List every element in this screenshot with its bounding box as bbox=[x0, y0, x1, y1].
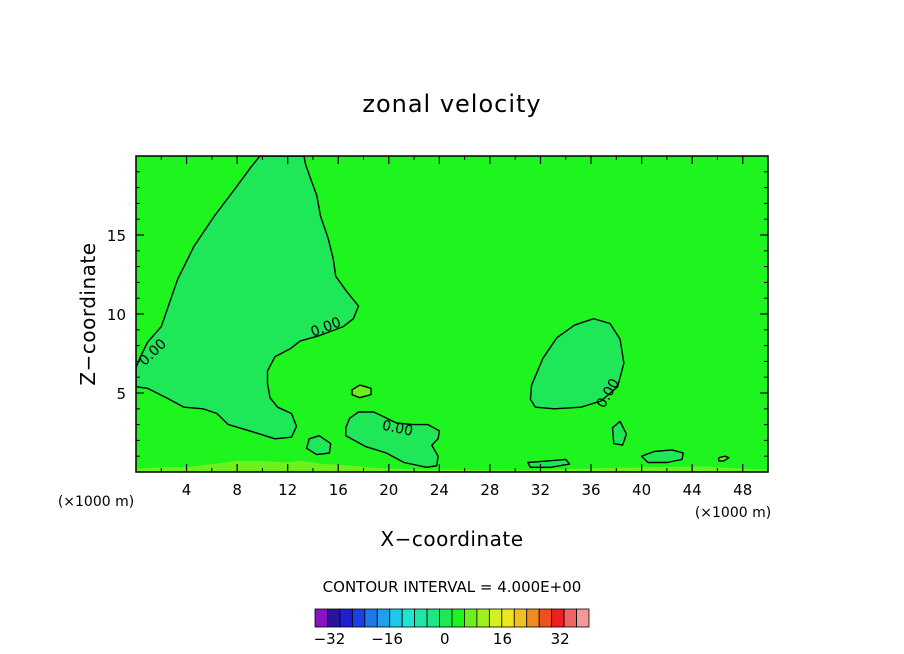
colorbar-swatch bbox=[401, 608, 416, 628]
colorbar-swatch bbox=[501, 608, 515, 628]
x-tick-label: 40 bbox=[632, 481, 651, 499]
x-units-left: (×1000 m) bbox=[58, 494, 134, 510]
y-tick-label: 5 bbox=[116, 385, 126, 403]
colorbar-swatch bbox=[464, 608, 478, 628]
colorbar-swatch bbox=[327, 608, 341, 628]
colorbar-swatch bbox=[476, 608, 490, 628]
colorbar-swatch bbox=[439, 608, 453, 628]
negative-cell-lower-center bbox=[345, 411, 441, 468]
colorbar-swatch bbox=[389, 608, 403, 628]
colorbar-swatch bbox=[488, 608, 503, 628]
contour-label: 0.00 bbox=[381, 418, 415, 440]
x-tick-label: 28 bbox=[480, 481, 499, 499]
negative-blob-small-32 bbox=[527, 458, 571, 468]
colorbar-swatch bbox=[426, 608, 440, 628]
colorbar-swatch bbox=[513, 608, 528, 628]
x-tick-label: 4 bbox=[182, 481, 192, 499]
y-tick-label: 15 bbox=[107, 227, 126, 245]
colorbar-swatch bbox=[339, 608, 353, 628]
x-tick-label: 48 bbox=[733, 481, 752, 499]
colorbar-swatch bbox=[563, 608, 577, 628]
colorbar-swatch bbox=[576, 608, 590, 628]
x-tick-label: 32 bbox=[531, 481, 550, 499]
negative-blob-small-41 bbox=[640, 449, 684, 464]
colorbar-tick-label: 32 bbox=[551, 630, 570, 648]
x-tick-label: 8 bbox=[232, 481, 242, 499]
y-axis-label: Z−coordinate bbox=[76, 242, 100, 385]
negative-cell-upper-left bbox=[136, 156, 360, 440]
y-tick-label: 10 bbox=[107, 306, 126, 324]
negative-cell-right bbox=[529, 318, 625, 410]
colorbar-swatch bbox=[451, 608, 465, 628]
negative-blob-small-17 bbox=[305, 435, 332, 456]
x-tick-label: 44 bbox=[683, 481, 702, 499]
colorbar-swatch bbox=[414, 608, 428, 628]
colorbar-swatch bbox=[314, 608, 328, 628]
colorbar-tick-label: 0 bbox=[440, 630, 450, 648]
colorbar-swatch bbox=[364, 608, 378, 628]
positive-blob-18 bbox=[351, 384, 372, 399]
x-tick-label: 36 bbox=[581, 481, 600, 499]
colorbar-swatch bbox=[551, 608, 565, 628]
colorbar-tick-label: −32 bbox=[314, 630, 346, 648]
colorbar-swatch bbox=[351, 608, 366, 628]
colorbar-tick-label: −16 bbox=[371, 630, 403, 648]
colorbar-swatch bbox=[526, 608, 540, 628]
colorbar-tick-label: 16 bbox=[493, 630, 512, 648]
x-tick-label: 20 bbox=[379, 481, 398, 499]
surface-band bbox=[136, 460, 768, 472]
x-axis-label: X−coordinate bbox=[380, 527, 523, 551]
x-units-right: (×1000 m) bbox=[695, 505, 771, 521]
x-tick-label: 16 bbox=[329, 481, 348, 499]
chart-title: zonal velocity bbox=[362, 90, 541, 118]
x-tick-label: 24 bbox=[430, 481, 449, 499]
colorbar-swatch bbox=[376, 608, 391, 628]
negative-blob-small-38 bbox=[611, 420, 628, 446]
x-tick-label: 12 bbox=[278, 481, 297, 499]
contour-interval-text: CONTOUR INTERVAL = 4.000E+00 bbox=[323, 578, 582, 596]
positive-blob-46 bbox=[718, 455, 730, 462]
colorbar-swatch bbox=[538, 608, 553, 628]
